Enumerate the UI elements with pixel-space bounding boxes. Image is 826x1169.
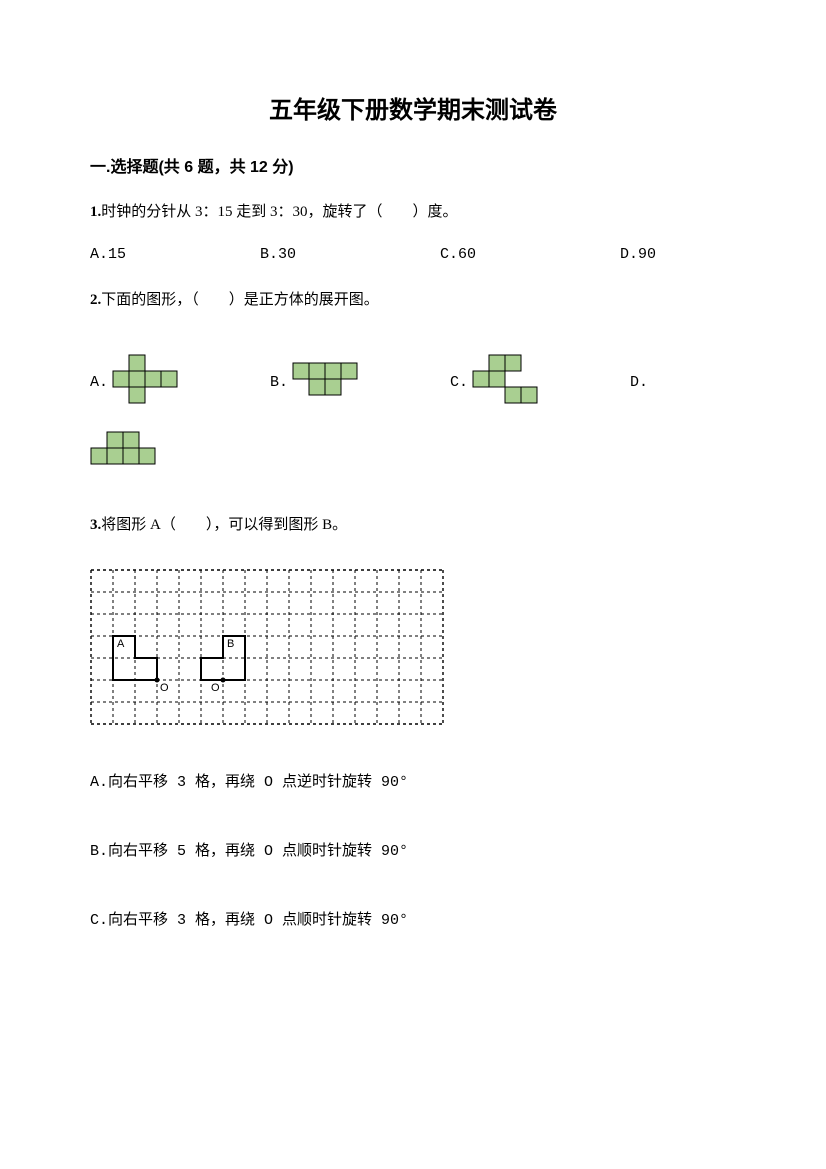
- q2-option-d-figure: [90, 431, 736, 472]
- q1-number: 1.: [90, 204, 101, 220]
- q1-options: A.15 B.30 C.60 D.90: [90, 246, 736, 263]
- q2-option-c: C.: [450, 354, 630, 411]
- question-2: 2.下面的图形，（ ）是正方体的展开图。: [90, 287, 736, 314]
- q3-option-b: B.向右平移 5 格，再绕 O 点顺时针旋转 90°: [90, 839, 736, 860]
- svg-text:A: A: [117, 638, 125, 650]
- q2-number: 2.: [90, 292, 101, 308]
- q2-label-a: A.: [90, 374, 108, 391]
- q3-text: 将图形 A（ ），可以得到图形 B。: [101, 517, 347, 533]
- q2-option-d: D.: [630, 374, 652, 391]
- q1-option-a: A.15: [90, 246, 260, 263]
- svg-text:O: O: [160, 682, 169, 694]
- q2-label-b: B.: [270, 374, 288, 391]
- cube-net-b-icon: [292, 362, 362, 403]
- q1-option-c: C.60: [440, 246, 620, 263]
- q3-grid-diagram: A B O O: [90, 569, 736, 730]
- cube-net-a-icon: [112, 354, 182, 411]
- q1-text: 时钟的分针从 3：15 走到 3：30，旋转了（ ）度。: [101, 204, 457, 220]
- q2-option-a: A.: [90, 354, 270, 411]
- q3-option-a: A.向右平移 3 格，再绕 O 点逆时针旋转 90°: [90, 770, 736, 791]
- q2-label-d: D.: [630, 374, 648, 391]
- q1-option-d: D.90: [620, 246, 736, 263]
- svg-text:O: O: [211, 682, 220, 694]
- cube-net-d-icon: [90, 431, 160, 472]
- section-1-header: 一.选择题(共 6 题，共 12 分): [90, 153, 736, 177]
- q3-option-c: C.向右平移 3 格，再绕 O 点顺时针旋转 90°: [90, 908, 736, 929]
- q2-options-row1: A. B. C. D.: [90, 354, 736, 411]
- question-1: 1.时钟的分针从 3：15 走到 3：30，旋转了（ ）度。: [90, 199, 736, 226]
- q2-option-b: B.: [270, 362, 450, 403]
- cube-net-c-icon: [472, 354, 542, 411]
- q2-label-c: C.: [450, 374, 468, 391]
- q3-number: 3.: [90, 517, 101, 533]
- q2-text: 下面的图形，（ ）是正方体的展开图。: [101, 292, 379, 308]
- svg-text:B: B: [227, 638, 234, 650]
- page-title: 五年级下册数学期末测试卷: [90, 90, 736, 125]
- q1-option-b: B.30: [260, 246, 440, 263]
- question-3: 3.将图形 A（ ），可以得到图形 B。: [90, 512, 736, 539]
